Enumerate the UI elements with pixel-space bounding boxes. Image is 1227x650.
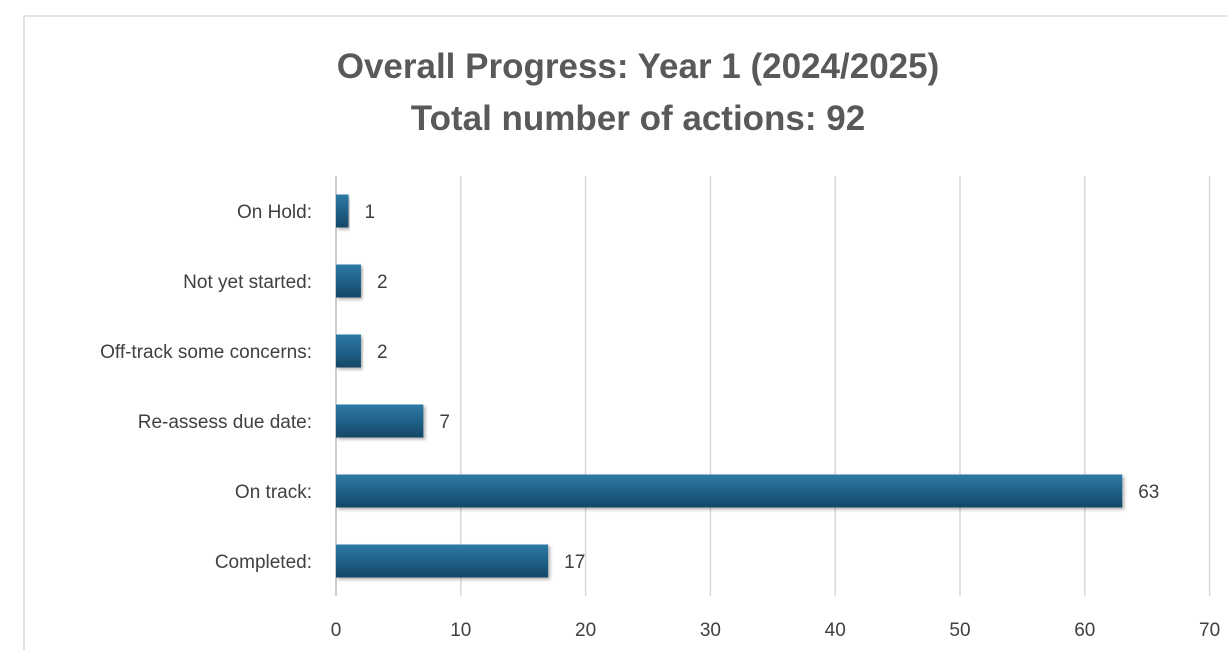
x-tick-label: 0 bbox=[331, 620, 342, 641]
x-tick-label: 60 bbox=[1074, 620, 1095, 641]
x-tick-label: 40 bbox=[825, 620, 846, 641]
bar bbox=[336, 264, 361, 298]
chart-title: Overall Progress: Year 1 (2024/2025) bbox=[337, 47, 940, 86]
data-labels: 17 63 7 2 2 1 bbox=[364, 202, 1159, 573]
bar bbox=[336, 334, 361, 368]
data-label: 2 bbox=[377, 272, 388, 293]
data-label: 2 bbox=[377, 342, 388, 363]
x-axis-ticks: 0 10 20 30 40 50 60 70 bbox=[331, 620, 1220, 641]
category-label: Off-track some concerns: bbox=[100, 342, 312, 363]
category-label: Re-assess due date: bbox=[138, 412, 312, 433]
gridlines bbox=[335, 176, 1211, 596]
category-label: On track: bbox=[235, 482, 312, 503]
x-tick-label: 50 bbox=[949, 620, 970, 641]
data-label: 1 bbox=[364, 202, 375, 223]
bars bbox=[336, 194, 1123, 578]
bar bbox=[336, 474, 1123, 508]
data-label: 17 bbox=[564, 552, 585, 573]
category-labels: Completed: On track: Re-assess due date: Of… bbox=[100, 202, 312, 573]
data-label: 7 bbox=[439, 412, 450, 433]
bar bbox=[336, 404, 424, 438]
category-label: Not yet started: bbox=[183, 272, 312, 293]
x-tick-label: 70 bbox=[1199, 620, 1220, 641]
chart-subtitle: Total number of actions: 92 bbox=[411, 99, 865, 138]
bar bbox=[336, 194, 349, 228]
category-label: Completed: bbox=[215, 552, 312, 573]
bar bbox=[336, 544, 549, 578]
x-tick-label: 30 bbox=[700, 620, 721, 641]
data-label: 63 bbox=[1138, 482, 1159, 503]
x-tick-label: 20 bbox=[575, 620, 596, 641]
x-tick-label: 10 bbox=[450, 620, 471, 641]
category-label: On Hold: bbox=[237, 202, 312, 223]
